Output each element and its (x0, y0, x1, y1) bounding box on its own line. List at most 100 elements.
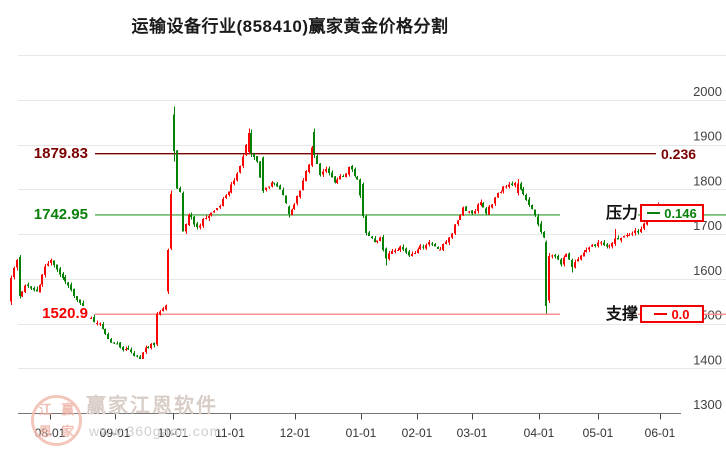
candle-body (348, 167, 350, 175)
candle-body (606, 244, 608, 247)
candle-body (502, 186, 504, 192)
candle-body (425, 245, 427, 249)
candle-body (24, 285, 26, 293)
candle-body (36, 289, 38, 292)
candle-body (368, 232, 370, 236)
candle-body (316, 155, 318, 165)
support-zone-label: 支撑 (560, 306, 638, 323)
candle-body (271, 182, 273, 187)
candle-body (291, 209, 293, 215)
seal-char: 赢 (61, 401, 75, 417)
candle-body (13, 268, 15, 278)
candle-body (147, 346, 149, 348)
candle-body (397, 250, 399, 252)
candle-body (354, 168, 356, 177)
seal-char: 恩 (38, 424, 52, 440)
candle-body (388, 253, 390, 259)
candle-body (99, 323, 101, 325)
candle-body (525, 194, 527, 201)
y-axis-label: 2000 (693, 84, 722, 99)
green-dash-icon (647, 212, 661, 214)
seal-char: 江 (38, 401, 52, 417)
candle-body (142, 352, 144, 359)
candle-body (27, 284, 29, 286)
x-axis-label: 10-01 (158, 426, 189, 440)
watermark-url: www.360gann.com (89, 423, 223, 439)
candle-body (259, 161, 261, 178)
candle-body (268, 186, 270, 188)
candle-body (228, 191, 230, 196)
candle-body (520, 183, 522, 190)
pressure-ratio-value: 0.146 (664, 205, 697, 221)
pressure-ratio-box: 0.146 (640, 204, 704, 222)
candle-body (359, 179, 361, 196)
candle-body (548, 256, 550, 301)
candle-body (376, 240, 378, 243)
candle-body (213, 210, 215, 213)
candle-body (614, 238, 616, 244)
candle-body (41, 274, 43, 285)
candle-body (165, 305, 167, 310)
candle-body (417, 249, 419, 253)
candle-body (342, 175, 344, 177)
candle-body (205, 218, 207, 220)
candle-body (531, 205, 533, 210)
candle-body (437, 247, 439, 250)
candle-body (122, 346, 124, 350)
support-price-label: 1520.9 (0, 306, 90, 322)
candle-body (104, 329, 106, 335)
pressure-zone-label: 压力 (560, 205, 638, 222)
candle-body (53, 260, 55, 266)
candle-body (626, 235, 628, 237)
candle-body (190, 214, 192, 217)
candle-body (56, 264, 58, 270)
candle-body (265, 187, 267, 191)
candle-body (156, 313, 158, 345)
candle-body (328, 168, 330, 174)
candle-body (600, 242, 602, 244)
candle-body (113, 342, 115, 344)
candle-body (488, 206, 490, 215)
candle-body (379, 237, 381, 242)
candle-body (173, 114, 175, 151)
candle-body (585, 250, 587, 253)
candle-body (116, 343, 118, 345)
support-ratio-box: 0.0 (640, 305, 704, 323)
y-axis-label: 1400 (693, 352, 722, 367)
candle-body (457, 220, 459, 224)
candle-body (339, 176, 341, 180)
candle-body (176, 150, 178, 189)
candle-body (79, 299, 81, 304)
resistance-price-label: 1879.83 (0, 146, 90, 162)
candle-body (93, 316, 95, 323)
y-axis-label: 1900 (693, 129, 722, 144)
support-ratio-value: 0.0 (671, 306, 690, 322)
candle-body (345, 173, 347, 177)
candle-body (402, 247, 404, 250)
candle-body (517, 183, 519, 194)
candle-body (130, 349, 132, 353)
candle-body (365, 216, 367, 234)
candle-body (540, 223, 542, 233)
candle-body (202, 219, 204, 226)
candle-body (591, 245, 593, 247)
candle-body (50, 260, 52, 264)
candle-body (528, 199, 530, 205)
candle-body (188, 214, 190, 225)
candle-body (485, 208, 487, 214)
candle-body (30, 286, 32, 289)
candle-body (583, 252, 585, 257)
candle-body (574, 262, 576, 268)
candle-body (76, 296, 78, 300)
candle-body (459, 215, 461, 221)
candle-body (394, 250, 396, 252)
candle-body (236, 173, 238, 181)
candle-body (319, 163, 321, 176)
candle-body (233, 180, 235, 184)
fib-ratio-236-label: 0.236 (661, 146, 697, 162)
candle-body (634, 230, 636, 233)
candle-body (414, 253, 416, 255)
candle-body (162, 308, 164, 312)
title-divider (18, 55, 726, 56)
candle-body (646, 220, 648, 225)
